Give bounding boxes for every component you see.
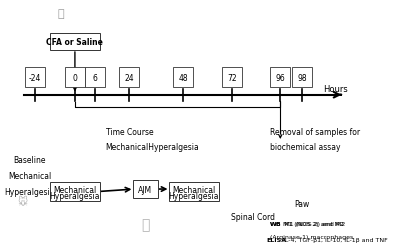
Text: Removal of samples for: Removal of samples for [269,128,360,137]
Text: Spinal Cord: Spinal Cord [231,212,275,221]
Text: Hours: Hours [324,85,348,94]
FancyBboxPatch shape [292,68,312,88]
Text: 48: 48 [178,74,188,82]
Text: Baseline: Baseline [14,155,46,164]
FancyBboxPatch shape [119,68,139,88]
Text: 0: 0 [73,74,77,82]
Text: MechanicalHyperalgesia: MechanicalHyperalgesia [105,143,199,152]
Text: ELISA: ELISA [266,238,286,242]
FancyBboxPatch shape [25,68,45,88]
Text: Mechanical: Mechanical [53,185,97,194]
Text: 24: 24 [124,74,134,82]
Text: 72: 72 [227,74,237,82]
FancyBboxPatch shape [133,181,158,198]
Text: Mechanical: Mechanical [8,171,51,180]
Text: -24: -24 [29,74,41,82]
Text: WB: WB [269,222,281,226]
FancyBboxPatch shape [85,68,105,88]
Text: AJM: AJM [138,185,152,194]
FancyBboxPatch shape [270,68,290,88]
Text: Mechanical: Mechanical [172,185,215,194]
Text: M1 (NOS 2) and M2: M1 (NOS 2) and M2 [279,222,343,226]
Text: Hyperalgesia: Hyperalgesia [50,192,100,201]
Text: biochemical assay: biochemical assay [269,143,340,152]
FancyBboxPatch shape [168,182,219,202]
Text: 6: 6 [92,74,97,82]
Text: 98: 98 [297,74,307,82]
Text: 96: 96 [275,74,285,82]
Text: Hyperalgesia: Hyperalgesia [168,192,219,201]
Text: Paw: Paw [294,200,310,208]
FancyBboxPatch shape [65,68,85,88]
FancyBboxPatch shape [50,182,100,202]
FancyBboxPatch shape [173,68,193,88]
Text: 🖐: 🖐 [57,9,64,19]
Text: CFA or Saline: CFA or Saline [47,38,103,47]
FancyBboxPatch shape [222,68,241,88]
Text: WB  M1 (NOS 2) and M2: WB M1 (NOS 2) and M2 [269,222,345,226]
Text: (Arginase-1) macrophages: (Arginase-1) macrophages [269,234,353,239]
FancyBboxPatch shape [50,34,100,51]
Text: Hyperalgesia: Hyperalgesia [5,187,55,196]
Text: IL-4, TGF-β1, IL-10, IL-1β and TNF: IL-4, TGF-β1, IL-10, IL-1β and TNF [281,238,388,242]
Text: Time Course: Time Course [105,128,153,137]
Text: 🐭: 🐭 [18,197,28,207]
Text: 🖐: 🖐 [141,217,150,231]
